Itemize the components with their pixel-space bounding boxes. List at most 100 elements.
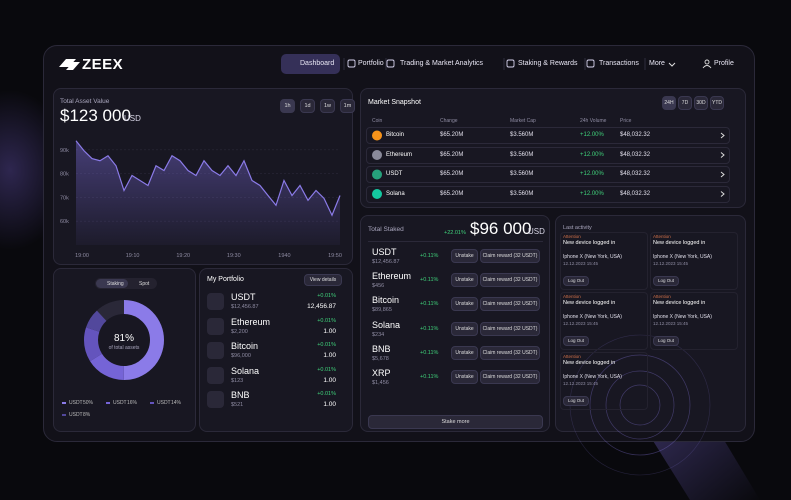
coin-icon	[372, 130, 382, 141]
claim-button[interactable]: Claim reward (32 USDT)	[480, 297, 540, 312]
logout-button[interactable]: Log Out	[563, 336, 589, 346]
volume: +12.00%	[580, 171, 604, 177]
claim-button[interactable]: Claim reward (32 USDT)	[480, 321, 540, 336]
x-tick-label: 19:10	[126, 253, 140, 259]
unstake-button[interactable]: Unstake	[451, 249, 478, 263]
claim-button[interactable]: Claim reward (32 USDT)	[480, 345, 540, 360]
x-tick-label: 19:30	[227, 253, 241, 259]
period-button[interactable]: 1h	[280, 99, 295, 113]
unstake-button[interactable]: Unstake	[451, 345, 478, 360]
coin-badge	[207, 317, 224, 335]
activity-tag: Attention	[563, 234, 581, 239]
coin-amount: 1.00	[323, 352, 336, 359]
nav-item[interactable]: Transactions	[599, 60, 639, 67]
card-title: Total Asset Value	[60, 98, 110, 105]
unstake-button[interactable]: Unstake	[451, 321, 478, 336]
stake-more-button[interactable]: Stake more	[368, 415, 543, 429]
column-header: Coin	[372, 118, 383, 124]
unstake-button[interactable]: Unstake	[451, 370, 478, 384]
period-button[interactable]: 7D	[678, 96, 692, 110]
unstake-button[interactable]: Unstake	[451, 273, 478, 288]
line	[75, 140, 341, 217]
coin-amount: 1.00	[323, 376, 336, 384]
y-tick-label: 60k	[60, 219, 69, 225]
legend-value: 50%	[83, 400, 94, 406]
market-row	[366, 166, 730, 183]
period-button[interactable]: 1m	[340, 99, 355, 113]
claim-button[interactable]: Claim reward (32 USDT)	[480, 370, 540, 384]
logout-button[interactable]: Log Out	[563, 396, 589, 406]
coin-name: Bitcoin	[372, 295, 400, 306]
decor-ring	[589, 354, 691, 456]
divider	[368, 241, 543, 242]
activity-date: 12.12.2023 15:45	[653, 261, 689, 266]
period-button[interactable]: YTD	[710, 96, 724, 110]
toggle-option[interactable]: Staking	[107, 280, 124, 287]
coin-name: XRP	[372, 368, 391, 378]
coin-name: USDT	[372, 247, 397, 257]
allocation-card	[53, 268, 196, 432]
coin-change: +0.01%	[317, 366, 336, 373]
market-cap: $3.560M	[510, 151, 534, 158]
coin-value: $123	[231, 377, 244, 384]
card-title: Last activity	[563, 225, 592, 231]
change: $65.20M	[440, 190, 464, 197]
activity-tag: Attention	[653, 234, 671, 239]
profile-link[interactable]: Profile	[714, 60, 734, 67]
period-button[interactable]: 30D	[694, 96, 708, 110]
activity-device: Iphone X (New York, USA)	[653, 314, 712, 320]
nav-item[interactable]: More	[649, 60, 665, 67]
activity-tag: Attention	[563, 294, 581, 299]
coin-value: $12,456.87	[372, 259, 400, 265]
period-button[interactable]: 1d	[300, 99, 315, 113]
legend-value: 16%	[127, 400, 138, 406]
logout-button[interactable]: Log Out	[653, 276, 679, 286]
view-details[interactable]: View details	[304, 274, 342, 286]
volume: +12.00%	[580, 190, 604, 197]
claim-button[interactable]: Claim reward (32 USDT)	[480, 273, 540, 288]
coin-change: +0.11%	[420, 374, 439, 380]
toggle-option[interactable]: Spot	[139, 280, 150, 287]
logout-button[interactable]: Log Out	[563, 276, 589, 286]
nav-item[interactable]: Dashboard	[300, 60, 335, 67]
legend-value: 14%	[171, 400, 182, 406]
legend-name: USDT	[157, 400, 171, 406]
activity-device: Iphone X (New York, USA)	[563, 254, 622, 260]
nav-item[interactable]: Trading & Market Analytics	[400, 60, 483, 67]
coin-name: Solana	[386, 190, 405, 197]
row-chevron	[720, 191, 725, 197]
coin-name: Ethereum	[372, 271, 412, 282]
logout-button[interactable]: Log Out	[653, 336, 679, 346]
legend-name: USDT	[113, 400, 127, 406]
x-tick-label: 19:20	[176, 253, 190, 259]
coin-change: +0.11%	[420, 277, 439, 284]
coin-change: +0.11%	[420, 253, 439, 259]
activity-device: Iphone X (New York, USA)	[653, 254, 712, 260]
y-tick-label: 70k	[60, 195, 69, 201]
row-chevron	[720, 171, 725, 178]
market-row	[366, 127, 730, 144]
price: $48,032.32	[620, 171, 651, 177]
unstake-button[interactable]: Unstake	[451, 297, 478, 312]
column-header: Market Cap	[510, 118, 536, 124]
coin-name: Ethereum	[231, 316, 271, 327]
card-title: Total Staked	[368, 226, 404, 233]
coin-name: Solana	[231, 365, 260, 376]
coin-name: Bitcoin	[386, 132, 405, 138]
donut-caption: of total assets	[108, 345, 140, 351]
coin-value: $96,000	[231, 353, 251, 359]
nav-item[interactable]: Portfolio	[358, 60, 384, 67]
period-button[interactable]: 1w	[320, 99, 335, 113]
coin-name: Solana	[372, 319, 401, 330]
asset-amount: $123 000	[60, 106, 131, 125]
currency: USD	[124, 114, 141, 123]
toggle-active	[96, 279, 128, 288]
claim-button[interactable]: Claim reward (32 USDT)	[480, 249, 540, 263]
coin-badge	[207, 391, 224, 408]
market-row	[366, 185, 730, 203]
change: $65.20M	[440, 132, 464, 138]
nav-item[interactable]: Staking & Rewards	[518, 60, 578, 67]
nav-icon	[506, 59, 515, 68]
period-button[interactable]: 24H	[662, 96, 676, 110]
activity-tag: Attention	[653, 294, 671, 299]
